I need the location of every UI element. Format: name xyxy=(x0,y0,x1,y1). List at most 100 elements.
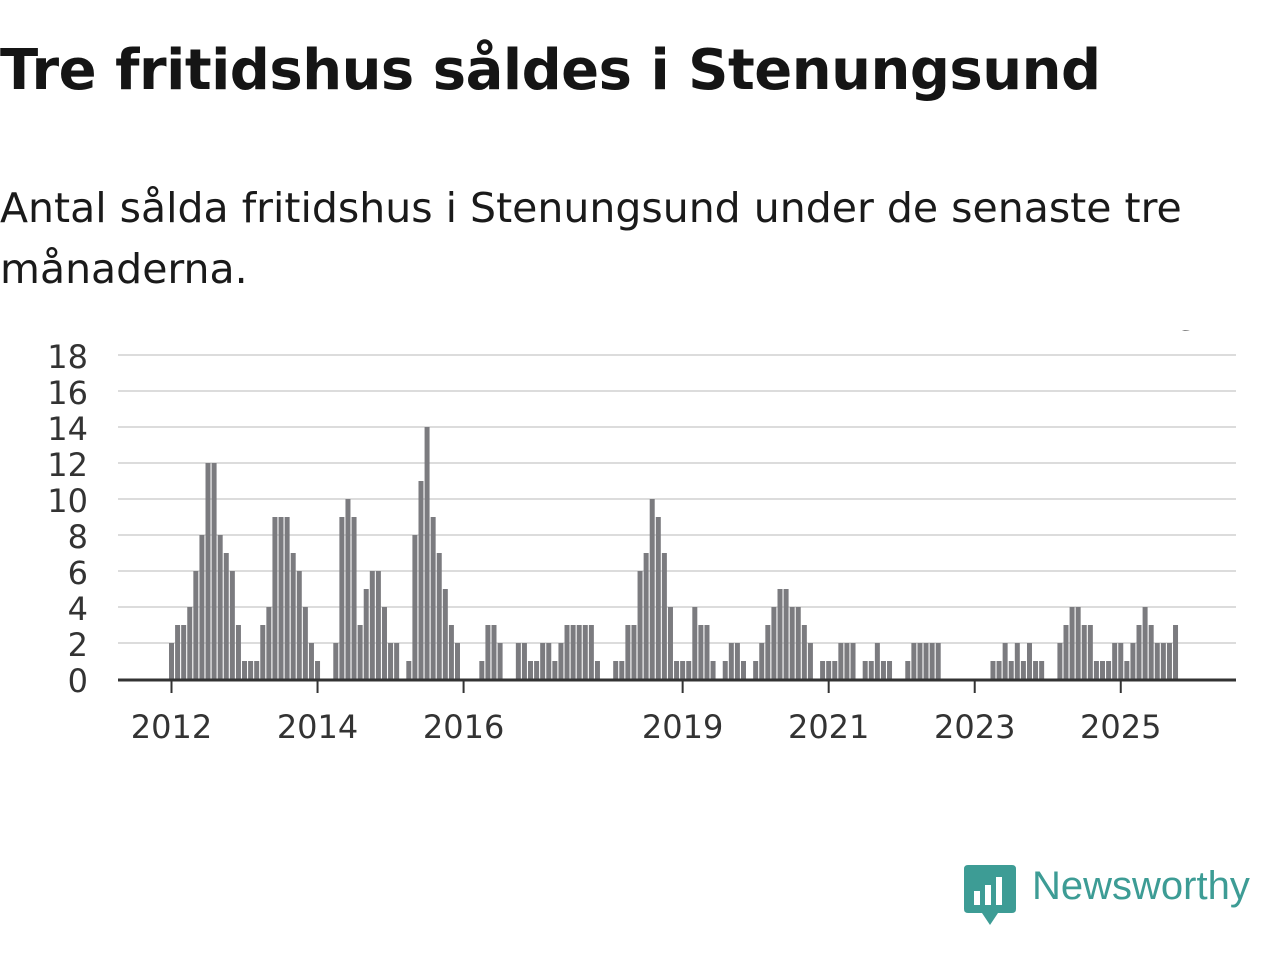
bar xyxy=(272,517,278,679)
bar xyxy=(442,589,448,679)
bar xyxy=(820,661,826,679)
bar xyxy=(266,607,272,679)
y-tick-label: 10 xyxy=(47,482,88,520)
bar xyxy=(1002,643,1008,679)
bar xyxy=(242,661,248,679)
bar xyxy=(765,625,771,679)
bar-value-label: 3 xyxy=(1178,330,1197,338)
bar xyxy=(740,661,746,679)
bar xyxy=(728,643,734,679)
chart-subtitle: Antal sålda fritidshus i Stenungsund und… xyxy=(0,184,1182,293)
bar xyxy=(1057,643,1063,679)
bar xyxy=(777,589,783,679)
newsworthy-logo-icon xyxy=(964,865,1016,925)
bar xyxy=(698,625,704,679)
bar xyxy=(1124,661,1130,679)
annotations: 3 xyxy=(1175,330,1200,341)
bar xyxy=(430,517,436,679)
bar xyxy=(229,571,235,679)
bar xyxy=(1069,607,1075,679)
bar xyxy=(1118,643,1124,679)
bar xyxy=(1154,643,1160,679)
bar xyxy=(1166,643,1172,679)
bar xyxy=(1100,661,1106,679)
bar xyxy=(887,661,893,679)
bar xyxy=(588,625,594,679)
bar xyxy=(363,589,369,679)
bar xyxy=(929,643,935,679)
bar xyxy=(497,643,503,679)
bar xyxy=(570,625,576,679)
bar xyxy=(278,517,284,679)
bar xyxy=(667,607,673,679)
bar xyxy=(680,661,686,679)
bar xyxy=(491,625,497,679)
bar xyxy=(1081,625,1087,679)
bar xyxy=(734,643,740,679)
bar xyxy=(905,661,911,679)
bar xyxy=(649,499,655,679)
bar xyxy=(485,625,491,679)
bar xyxy=(455,643,460,679)
y-tick-label: 8 xyxy=(68,518,88,556)
bar xyxy=(534,661,540,679)
bar xyxy=(807,643,813,679)
y-tick-label: 18 xyxy=(47,338,88,376)
bar xyxy=(582,625,588,679)
bar xyxy=(388,643,394,679)
x-tick-label: 2012 xyxy=(131,708,212,746)
bar xyxy=(424,427,430,679)
bar xyxy=(552,661,558,679)
bar xyxy=(223,553,229,679)
bar xyxy=(631,625,637,679)
brand-name: Newsworthy xyxy=(1032,864,1250,908)
bar xyxy=(448,625,454,679)
bar xyxy=(515,643,521,679)
bar xyxy=(528,661,534,679)
bar xyxy=(1148,625,1154,679)
bar xyxy=(1136,625,1142,679)
x-tick-label: 2025 xyxy=(1080,708,1161,746)
y-tick-label: 12 xyxy=(47,446,88,484)
bar xyxy=(199,535,205,679)
bar xyxy=(315,661,321,679)
bar xyxy=(302,607,308,679)
bar xyxy=(996,661,1002,679)
bar xyxy=(661,553,667,679)
bar xyxy=(1130,643,1136,679)
bar xyxy=(655,517,661,679)
bar xyxy=(394,643,400,679)
bar xyxy=(722,661,728,679)
bar xyxy=(1026,643,1032,679)
bar xyxy=(558,643,564,679)
bar xyxy=(339,517,345,679)
y-tick-label: 0 xyxy=(68,662,88,700)
bar xyxy=(1020,661,1026,679)
bar xyxy=(205,463,211,679)
bar xyxy=(308,643,314,679)
bar xyxy=(801,625,807,679)
x-tick-label: 2019 xyxy=(642,708,723,746)
bar xyxy=(1063,625,1069,679)
bar xyxy=(187,607,193,679)
bar xyxy=(838,643,844,679)
bar xyxy=(862,661,868,679)
bar xyxy=(351,517,357,679)
bar xyxy=(169,643,174,679)
bar xyxy=(783,589,789,679)
bar xyxy=(193,571,199,679)
bar xyxy=(1142,607,1148,679)
bar xyxy=(217,535,223,679)
bar xyxy=(710,661,716,679)
bar xyxy=(832,661,838,679)
bar xyxy=(704,625,710,679)
bar xyxy=(479,661,485,679)
bars xyxy=(169,427,1179,679)
bar xyxy=(1093,661,1099,679)
bar xyxy=(826,661,832,679)
bar xyxy=(686,661,692,679)
bar xyxy=(759,643,765,679)
x-tick-label: 2016 xyxy=(423,708,504,746)
y-tick-label: 14 xyxy=(47,410,88,448)
